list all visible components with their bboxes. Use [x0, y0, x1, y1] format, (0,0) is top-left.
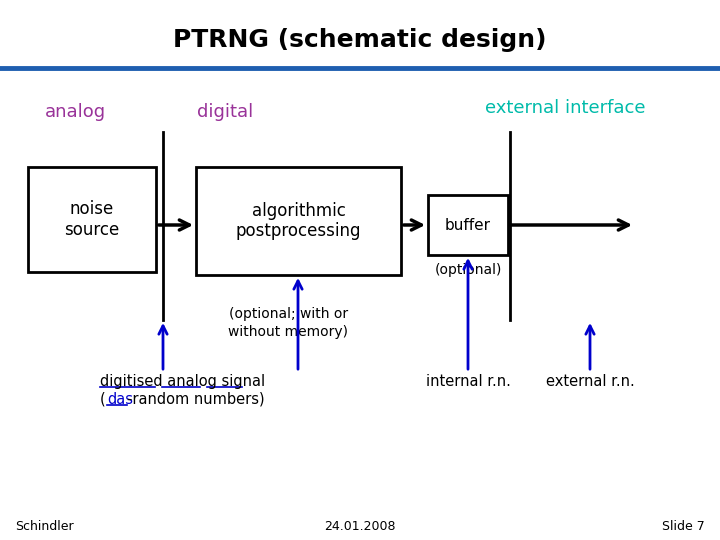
Text: (optional; with or
without memory): (optional; with or without memory): [228, 307, 348, 340]
Text: das: das: [107, 392, 133, 407]
Text: external r.n.: external r.n.: [546, 374, 634, 389]
Text: digitised analog signal: digitised analog signal: [100, 374, 265, 389]
Text: (optional): (optional): [434, 263, 502, 277]
Bar: [28, 167, 156, 272]
Bar: [196, 167, 401, 275]
Text: (: (: [100, 392, 106, 407]
Text: Slide 7: Slide 7: [662, 519, 705, 532]
Text: algorithmic
postprocessing: algorithmic postprocessing: [235, 201, 361, 240]
Text: 24.01.2008: 24.01.2008: [324, 519, 396, 532]
Text: external interface: external interface: [485, 99, 645, 117]
Bar: [428, 195, 508, 255]
Text: Schindler: Schindler: [15, 519, 73, 532]
Text: PTRNG (schematic design): PTRNG (schematic design): [174, 28, 546, 52]
Text: noise
source: noise source: [64, 200, 120, 239]
Text: -random numbers): -random numbers): [127, 392, 265, 407]
Text: buffer: buffer: [445, 218, 491, 233]
Text: internal r.n.: internal r.n.: [426, 374, 510, 389]
Text: digital: digital: [197, 103, 253, 121]
Text: analog: analog: [45, 103, 106, 121]
